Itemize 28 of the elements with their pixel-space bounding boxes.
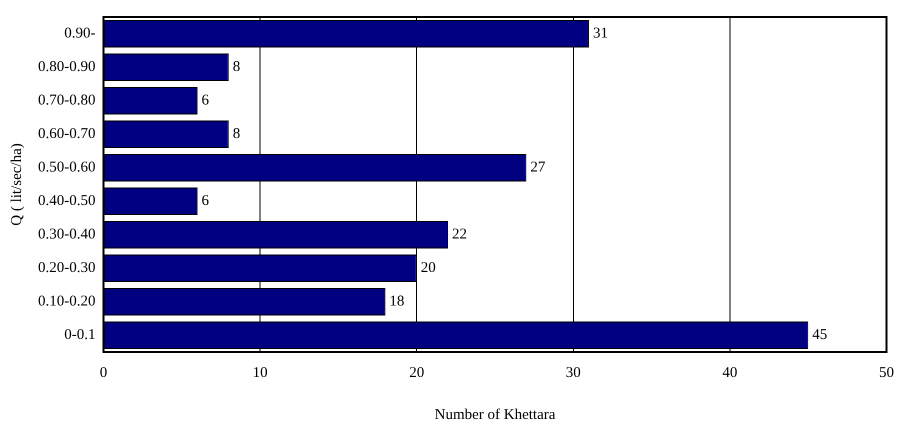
y-tick-label: 0.20-0.30 bbox=[38, 260, 96, 276]
y-tick-label: 0.60-0.70 bbox=[38, 126, 96, 142]
y-tick-label: 0.70-0.80 bbox=[38, 92, 96, 109]
data-label: 31 bbox=[592, 26, 608, 42]
y-tick-label: 0-0.1 bbox=[64, 327, 96, 344]
y-tick-label: 0.30-0.40 bbox=[38, 226, 96, 243]
data-label: 8 bbox=[232, 126, 240, 142]
data-label: 20 bbox=[420, 260, 436, 276]
x-tick-label: 50 bbox=[879, 364, 894, 381]
data-label: 6 bbox=[201, 92, 210, 109]
x-tick-label: 30 bbox=[566, 364, 581, 381]
data-label: 45 bbox=[812, 327, 828, 344]
y-tick-label: 0.50-0.60 bbox=[38, 160, 96, 176]
x-tick-label: 20 bbox=[409, 364, 424, 381]
y-tick-label: 0.40-0.50 bbox=[38, 193, 96, 210]
y-tick-label: 0.10-0.20 bbox=[38, 294, 96, 310]
x-tick-label: 0 bbox=[100, 364, 108, 381]
data-label: 27 bbox=[530, 160, 546, 176]
data-label: 6 bbox=[201, 193, 210, 210]
x-axis-title: Number of Khettara bbox=[434, 406, 556, 423]
data-label: 8 bbox=[232, 59, 240, 76]
x-tick-label: 10 bbox=[252, 364, 268, 381]
y-axis-title: Q ( lit/sec/ha) bbox=[8, 143, 25, 226]
data-label: 18 bbox=[389, 294, 404, 310]
y-tick-label: 0.80-0.90 bbox=[38, 59, 96, 76]
y-tick-label: 0.90- bbox=[64, 26, 96, 42]
data-label: 22 bbox=[452, 226, 468, 243]
x-tick-label: 40 bbox=[722, 364, 738, 381]
